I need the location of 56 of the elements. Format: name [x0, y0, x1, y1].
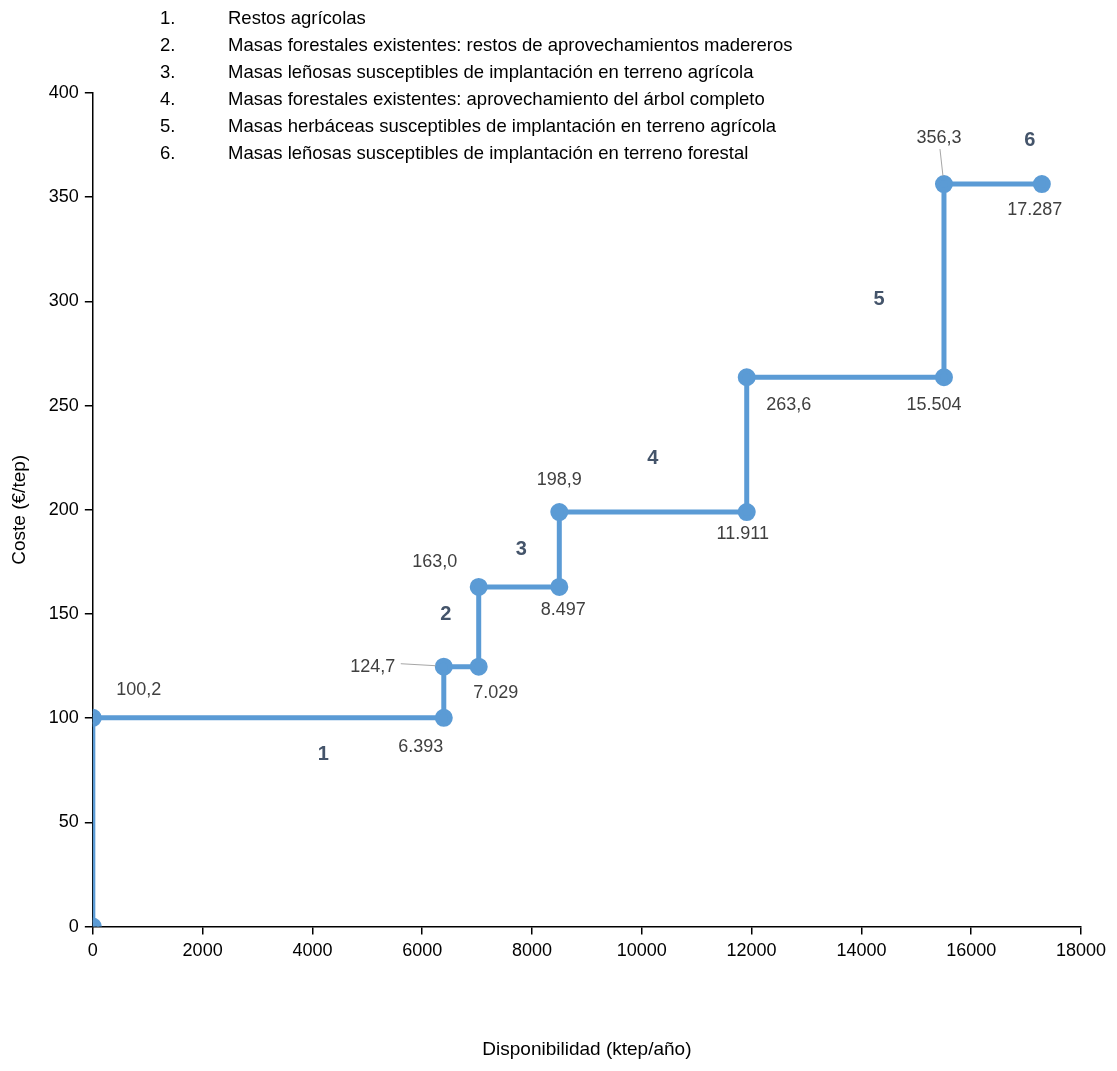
x-tick-label: 2000	[182, 940, 223, 961]
x-tick-label: 14000	[836, 940, 887, 961]
y-tick-label: 350	[48, 186, 79, 207]
annotation: 11.911	[716, 523, 769, 544]
point	[550, 577, 569, 596]
point	[934, 175, 953, 194]
text: 5. Masas herbáceas susceptibles de implantación en terreno agrícola	[160, 115, 777, 136]
text: 4. Masas forestales existentes: aprovechamiento del árbol completo	[160, 88, 765, 109]
annotation: 17.287	[1007, 199, 1063, 220]
point	[469, 577, 488, 596]
y-tick-label: 300	[48, 290, 79, 311]
annotation: 4	[647, 445, 660, 468]
point	[550, 503, 569, 522]
point	[469, 657, 488, 676]
y-tick-label: 150	[48, 602, 79, 623]
y-tick-label: 200	[48, 498, 79, 519]
y-axis-title: Coste (€/tep)	[7, 454, 29, 565]
annotation: 15.504	[906, 394, 962, 415]
y-tick-label: 100	[48, 707, 79, 728]
annotation: 124,7	[350, 655, 396, 676]
y-tick-label: 250	[48, 394, 79, 415]
x-tick-label: 12000	[726, 940, 777, 961]
x-tick-label: 16000	[946, 940, 997, 961]
annotation: 6.393	[398, 735, 444, 756]
x-tick-label: 4000	[292, 940, 333, 961]
y-tick-label: 0	[68, 915, 79, 936]
point	[934, 368, 953, 387]
x-tick-label: 6000	[402, 940, 443, 961]
annotation: 5	[873, 286, 885, 309]
annotation: 6	[1024, 127, 1036, 150]
point	[434, 708, 453, 727]
annotation: 198,9	[536, 469, 582, 490]
annotation: 8.497	[540, 598, 586, 619]
point	[737, 503, 756, 522]
x-axis-title: Disponibilidad (ktep/año)	[482, 1037, 692, 1059]
annotation: 263,6	[766, 394, 812, 415]
text: 1. Restos agrícolas	[160, 7, 366, 28]
x-tick-label: 18000	[1055, 940, 1107, 961]
text: 3. Masas leñosas susceptibles de implantación en terreno agrícola	[160, 61, 754, 82]
annotation: 1	[317, 742, 329, 765]
annotation: 3	[515, 536, 527, 559]
text: 6. Masas leñosas susceptibles de implantación en terreno forestal	[160, 142, 749, 163]
annotation: 356,3	[916, 127, 962, 148]
x-tick-label: 0	[87, 940, 98, 961]
x-tick-label: 8000	[511, 940, 553, 961]
point	[434, 657, 453, 676]
point	[737, 368, 756, 387]
y-tick-label: 50	[58, 811, 79, 832]
annotation: 7.029	[473, 681, 519, 702]
point	[1032, 175, 1051, 194]
text: 2. Masas forestales existentes: restos de aprovechamientos madereros	[160, 34, 793, 55]
annotation: 2	[440, 601, 452, 624]
annotation: 163,0	[412, 550, 458, 571]
y-tick-label: 400	[48, 81, 79, 102]
x-tick-label: 10000	[616, 940, 667, 961]
annotation: 100,2	[116, 678, 162, 699]
